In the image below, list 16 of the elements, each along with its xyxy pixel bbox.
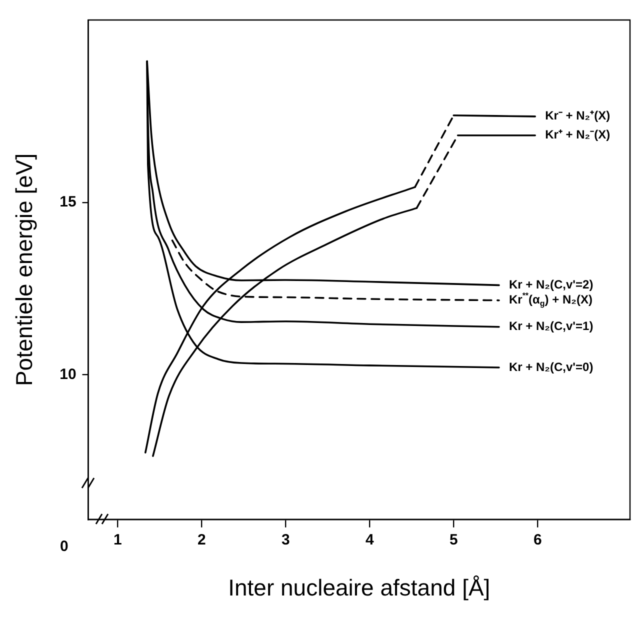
x-tick-label: 3 — [281, 532, 290, 549]
series-label: Kr⁻ + N₂⁺(X) — [545, 108, 610, 123]
y-tick-label: 10 — [60, 366, 76, 383]
x-tick-label: 6 — [533, 532, 542, 549]
series-label: Kr + N₂(C,v'=0) — [508, 360, 594, 374]
x-tick-label: 2 — [197, 532, 206, 549]
y-axis-title: Potentiele energie [eV] — [11, 153, 38, 386]
series-label: Kr⁺ + N₂⁻(X) — [545, 128, 610, 142]
y-tick-label: 15 — [60, 194, 76, 211]
x-tick-label: 4 — [365, 532, 374, 549]
x-tick-label: 5 — [449, 532, 458, 549]
x-tick-label: 1 — [114, 532, 122, 549]
series-label: Kr + N₂(C,v'=1) — [508, 319, 594, 334]
series-label: Kr + N₂(C,v'=2) — [508, 278, 594, 292]
x-axis-title: Inter nucleaire afstand [Å] — [228, 574, 490, 601]
text: 0 — [60, 538, 68, 556]
